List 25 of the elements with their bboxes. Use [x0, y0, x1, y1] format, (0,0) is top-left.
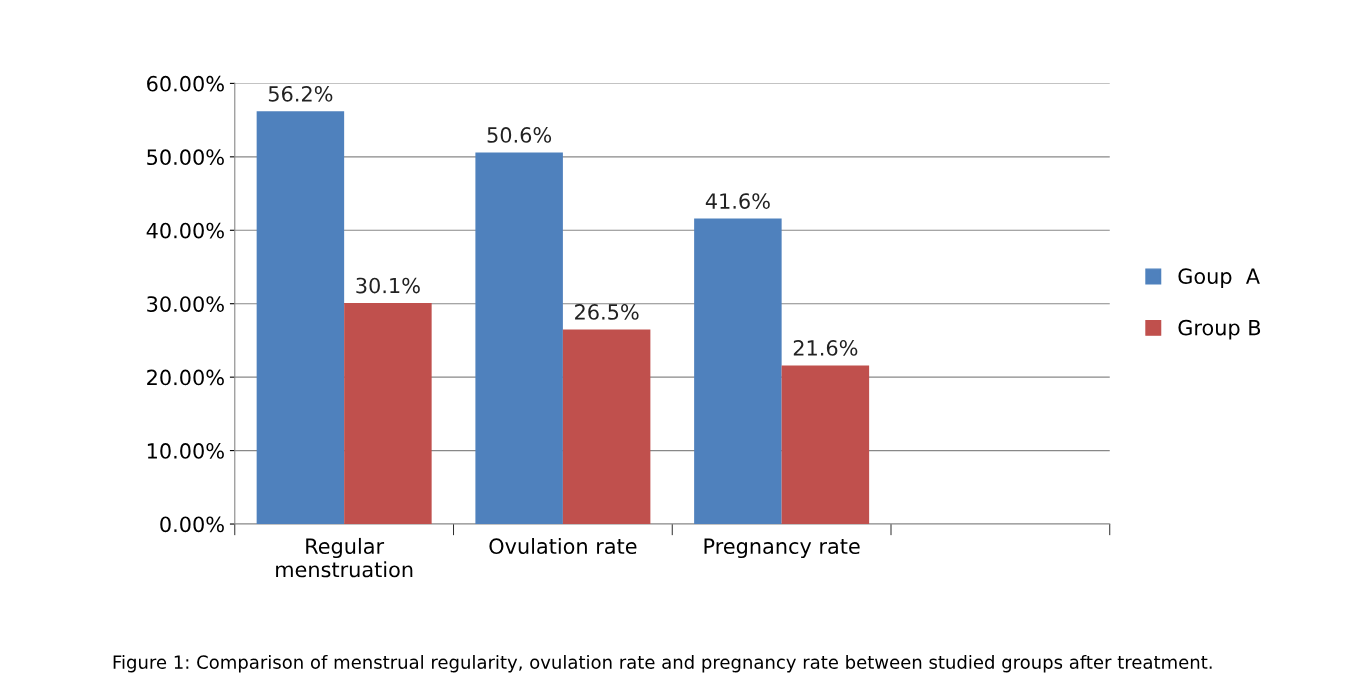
- bar: [344, 302, 432, 525]
- y-tick-label: 10.00%: [147, 443, 224, 459]
- data-label: 41.6%: [705, 193, 770, 209]
- y-tick-label: 0.00%: [160, 516, 224, 533]
- y-tick-label: 30.00%: [147, 296, 224, 312]
- data-label: 30.1%: [356, 277, 420, 294]
- caption: Figure 1: Comparison of menstrual regularity, ovulation rate and pregnancy rate between studied groups after treatment.: [113, 654, 1212, 673]
- data-label: 50.6%: [487, 127, 552, 143]
- y-tick-label: 40.00%: [146, 222, 224, 239]
- y-tick-label: 60.00%: [147, 75, 224, 92]
- y-tick-label: 50.00%: [147, 149, 224, 166]
- bar: [694, 218, 782, 525]
- bar: [256, 111, 345, 525]
- x-tick-label: Regular menstruation: [276, 537, 413, 578]
- bar: [475, 152, 563, 525]
- legend-label: Group B: [1178, 319, 1261, 340]
- x-tick-label: Ovulation rate: [489, 537, 637, 555]
- bar: [562, 329, 651, 525]
- x-tick-label: Pregnancy rate: [704, 538, 860, 559]
- bar: [781, 365, 870, 525]
- data-label: 56.2%: [268, 85, 333, 102]
- legend-label: Goup A: [1178, 268, 1260, 289]
- data-label: 26.5%: [575, 304, 639, 320]
- data-label: 21.6%: [793, 340, 858, 356]
- y-tick-label: 20.00%: [147, 369, 224, 386]
